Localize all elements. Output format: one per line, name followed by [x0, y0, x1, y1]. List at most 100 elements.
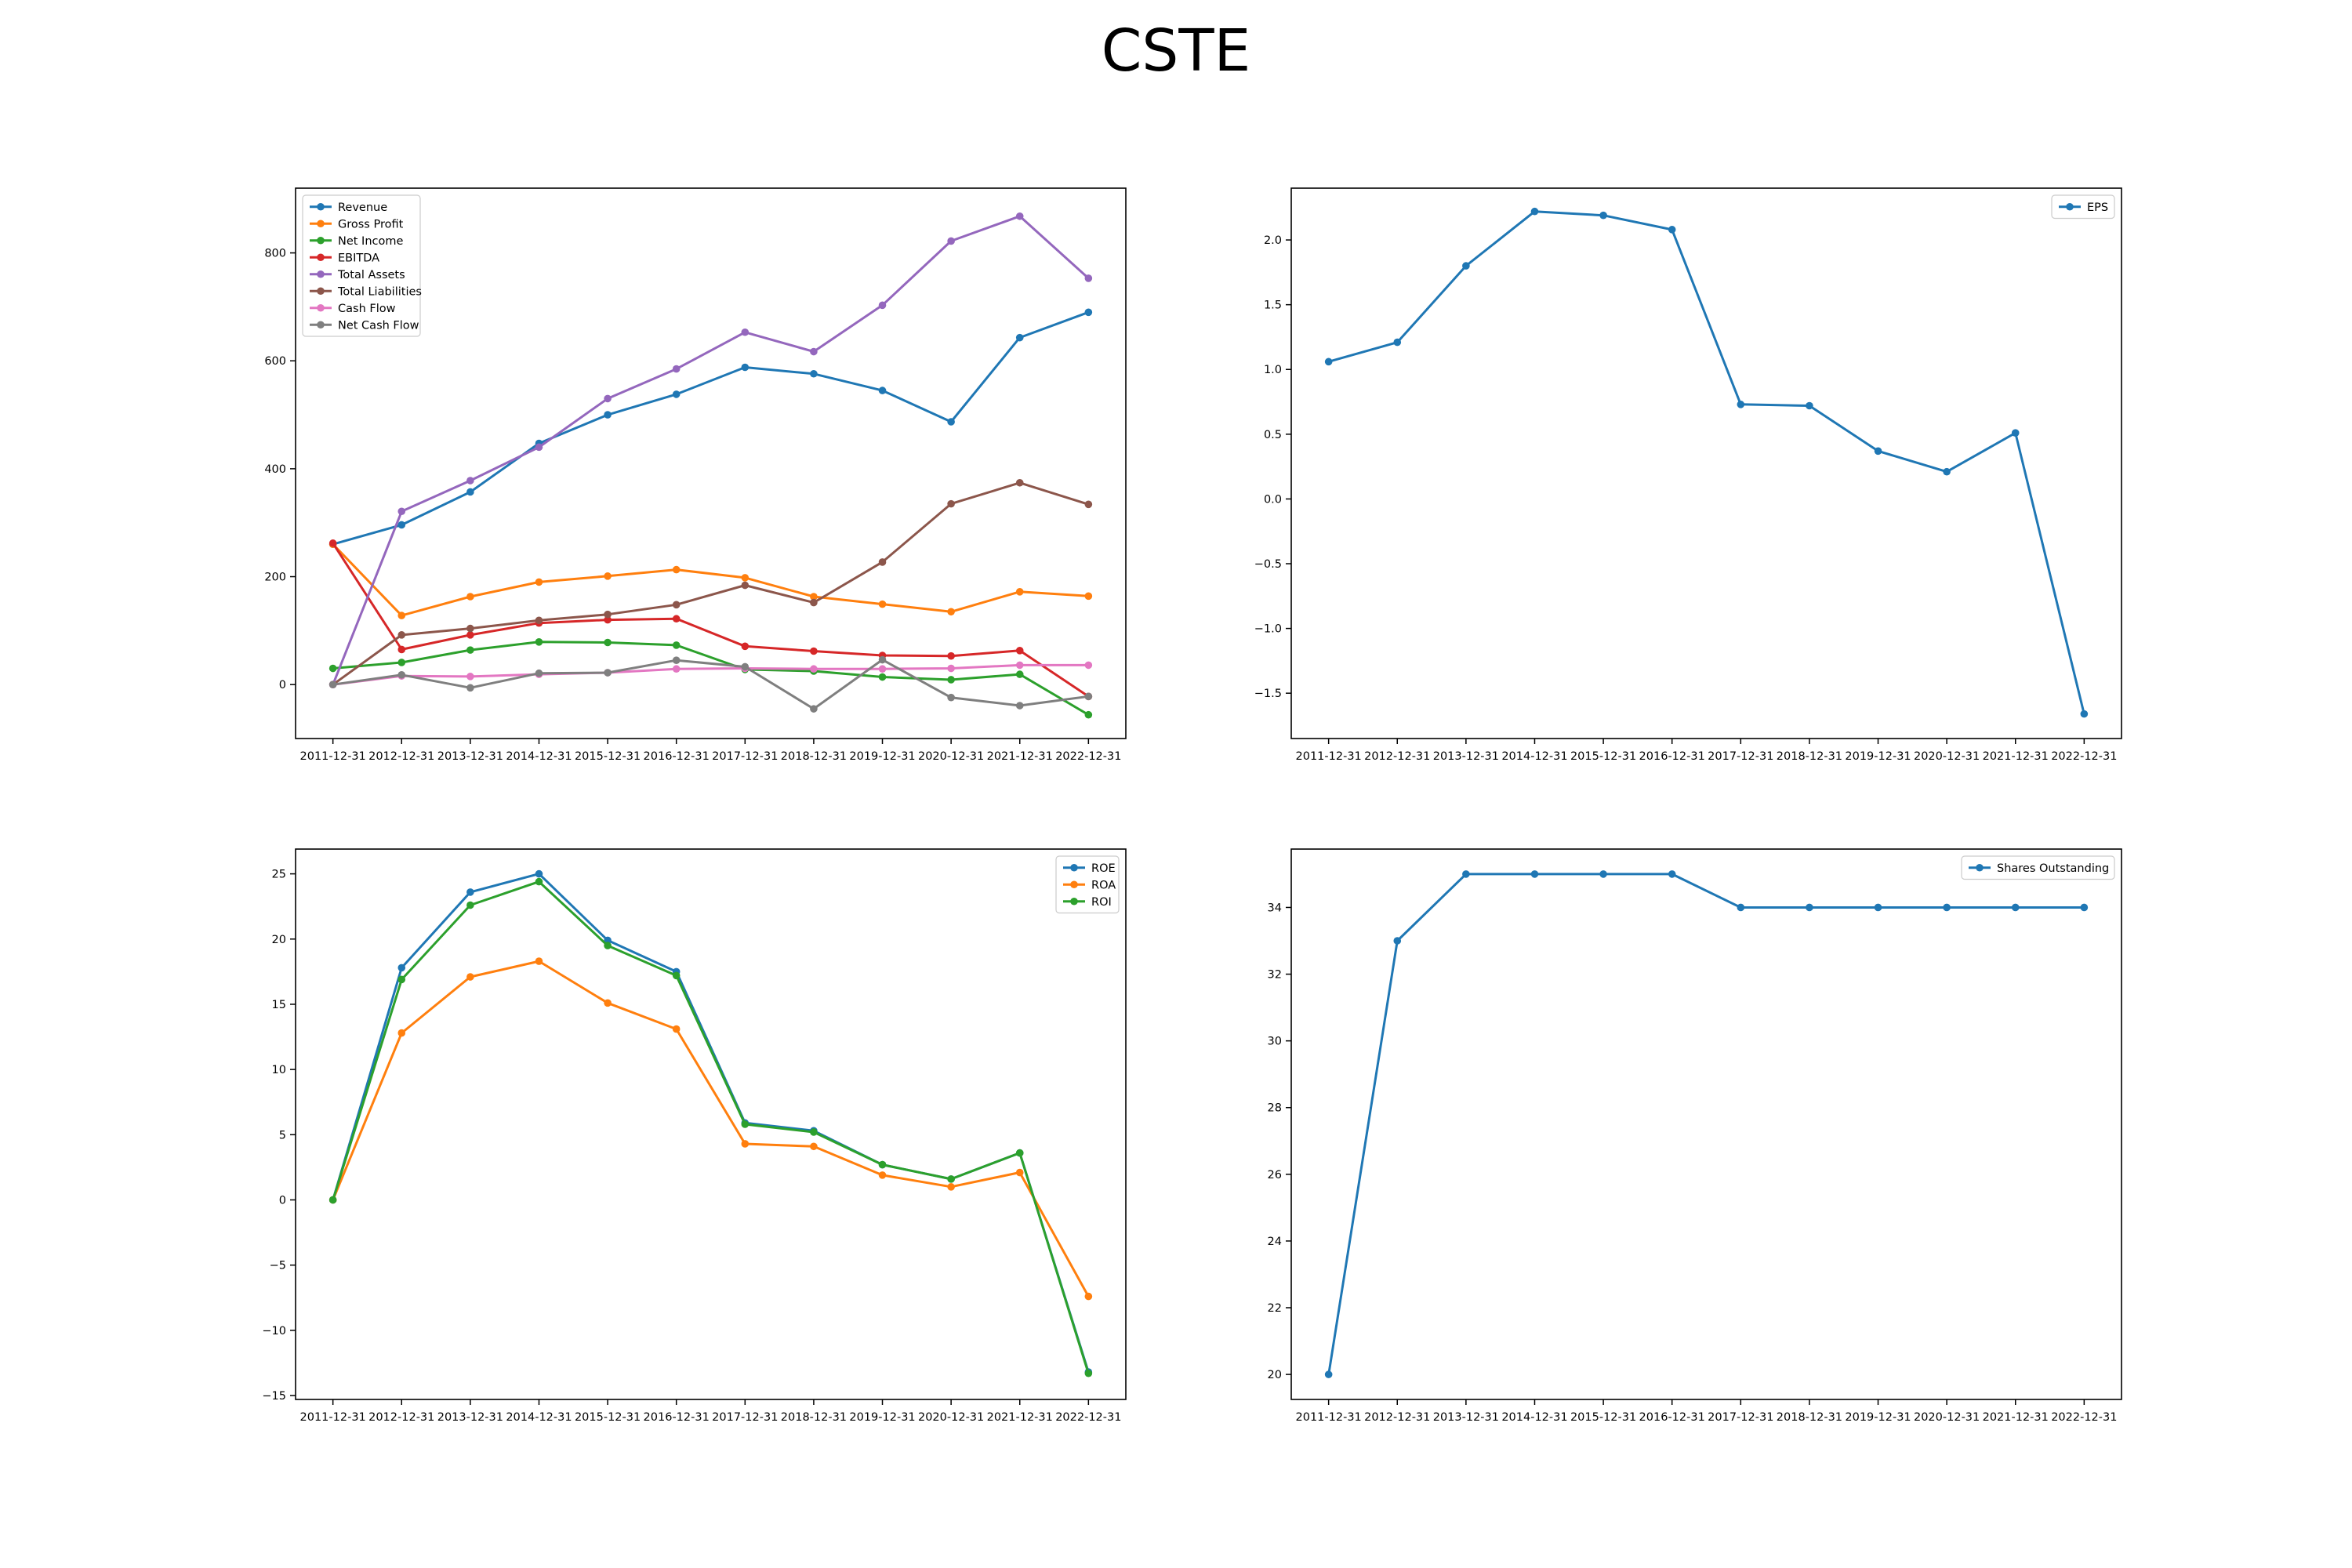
data-point: [1015, 212, 1024, 220]
data-point: [810, 665, 818, 673]
data-point: [1084, 1292, 1093, 1301]
financials-line-chart: 2011-12-31 2012-12-31 2013-12-31 2014-12-31…: [264, 187, 1127, 763]
legend-label: EPS: [2087, 201, 2108, 214]
data-point: [1737, 401, 1745, 408]
data-point: [1806, 903, 1813, 912]
legend: EPS: [2051, 194, 2115, 220]
data-point: [878, 673, 887, 681]
series-line: [332, 663, 1089, 686]
shares-outstanding-line-chart: 2011-12-31 2012-12-31 2013-12-31 2014-12-31…: [1268, 848, 2122, 1424]
data-point: [1530, 207, 1539, 216]
data-point: [1015, 647, 1024, 655]
data-point: [1084, 692, 1093, 701]
y-tick-label: 34: [1268, 902, 1282, 914]
page-title: CSTE: [1101, 17, 1251, 85]
data-point: [535, 957, 543, 965]
data-point: [672, 1025, 681, 1033]
x-tick-label: 2011-12-31: [1296, 750, 1362, 763]
legend-marker: [1070, 897, 1078, 906]
data-point: [1015, 588, 1024, 596]
x-tick-label: 2015-12-31: [575, 750, 641, 763]
data-point: [1015, 670, 1024, 678]
legend-label: ROE: [1091, 862, 1116, 875]
data-point: [535, 616, 543, 625]
x-tick-label: 2012-12-31: [1364, 1411, 1430, 1424]
x-tick-label: 2018-12-31: [781, 750, 847, 763]
data-point: [741, 662, 750, 671]
x-tick-label: 2018-12-31: [1777, 1411, 1842, 1424]
data-point: [1015, 478, 1024, 487]
legend: Shares Outstanding: [1961, 855, 2115, 880]
data-point: [466, 624, 474, 633]
y-tick-label: 30: [1268, 1036, 1282, 1048]
data-point: [810, 1142, 818, 1151]
y-tick-label: −1.5: [1254, 688, 1282, 700]
series-line: [332, 543, 1089, 617]
x-tick-label: 2016-12-31: [1639, 750, 1705, 763]
series-line: [1328, 210, 2085, 714]
series-line: [332, 641, 1090, 716]
y-tick-label: 5: [279, 1129, 286, 1142]
data-point: [535, 578, 543, 586]
data-point: [672, 971, 681, 980]
x-tick-label: 2016-12-31: [644, 750, 710, 763]
legend-marker: [1976, 863, 1984, 872]
legend-label: ROI: [1091, 896, 1112, 909]
data-point: [672, 665, 681, 673]
data-point: [604, 638, 612, 647]
legend-marker: [1070, 880, 1078, 889]
data-point: [535, 877, 543, 886]
legend-box: [1961, 855, 2115, 880]
y-tick-label: −5: [270, 1260, 286, 1272]
x-tick-label: 2017-12-31: [1708, 750, 1773, 763]
x-tick-label: 2011-12-31: [300, 1411, 366, 1424]
data-point: [328, 681, 337, 688]
data-point: [947, 652, 955, 660]
y-tick-label: −0.5: [1254, 558, 1282, 571]
data-point: [810, 369, 818, 378]
data-point: [741, 363, 750, 372]
x-tick-label: 2020-12-31: [1914, 750, 1980, 763]
data-point: [466, 673, 474, 681]
data-point: [947, 237, 955, 245]
data-point: [604, 942, 612, 949]
series-line: [1327, 873, 2085, 1375]
data-point: [810, 598, 818, 607]
y-tick-label: 20: [1268, 1369, 1282, 1381]
y-tick-label: 1.5: [1264, 299, 1282, 312]
x-tick-label: 2022-12-31: [1055, 1411, 1121, 1424]
data-point: [1084, 274, 1093, 282]
y-tick-label: 0: [279, 679, 286, 691]
legend-marker: [317, 236, 325, 245]
data-point: [741, 642, 750, 651]
data-point: [2011, 903, 2020, 912]
x-tick-label: 2021-12-31: [987, 750, 1053, 763]
legend-label: Shares Outstanding: [1997, 862, 2109, 875]
x-tick-label: 2018-12-31: [1777, 750, 1842, 763]
legend-marker: [317, 321, 325, 329]
legend-label: Net Income: [338, 235, 403, 248]
data-point: [947, 1183, 955, 1191]
plot-frame: [295, 187, 1127, 739]
x-tick-label: 2017-12-31: [712, 1411, 778, 1424]
plot-frame: [1290, 187, 2122, 739]
data-point: [947, 676, 955, 684]
data-point: [604, 669, 612, 677]
x-tick-label: 2020-12-31: [918, 1411, 984, 1424]
x-tick-label: 2016-12-31: [1639, 1411, 1705, 1424]
data-point: [1084, 1369, 1093, 1377]
data-point: [397, 645, 406, 654]
legend-label: Net Cash Flow: [338, 319, 419, 332]
data-point: [672, 601, 681, 609]
x-tick-label: 2019-12-31: [1845, 1411, 1911, 1424]
series-line: [332, 880, 1090, 1374]
eps-line-chart: 2011-12-31 2012-12-31 2013-12-31 2014-12-31…: [1254, 187, 2122, 763]
data-point: [535, 869, 543, 878]
x-tick-label: 2012-12-31: [368, 750, 434, 763]
x-tick-label: 2013-12-31: [437, 1411, 503, 1424]
x-tick-label: 2017-12-31: [712, 750, 778, 763]
legend: ROE ROA ROI: [1055, 855, 1120, 914]
y-tick-label: 26: [1268, 1169, 1282, 1181]
x-tick-label: 2013-12-31: [1433, 750, 1499, 763]
y-tick-label: 15: [272, 999, 286, 1011]
